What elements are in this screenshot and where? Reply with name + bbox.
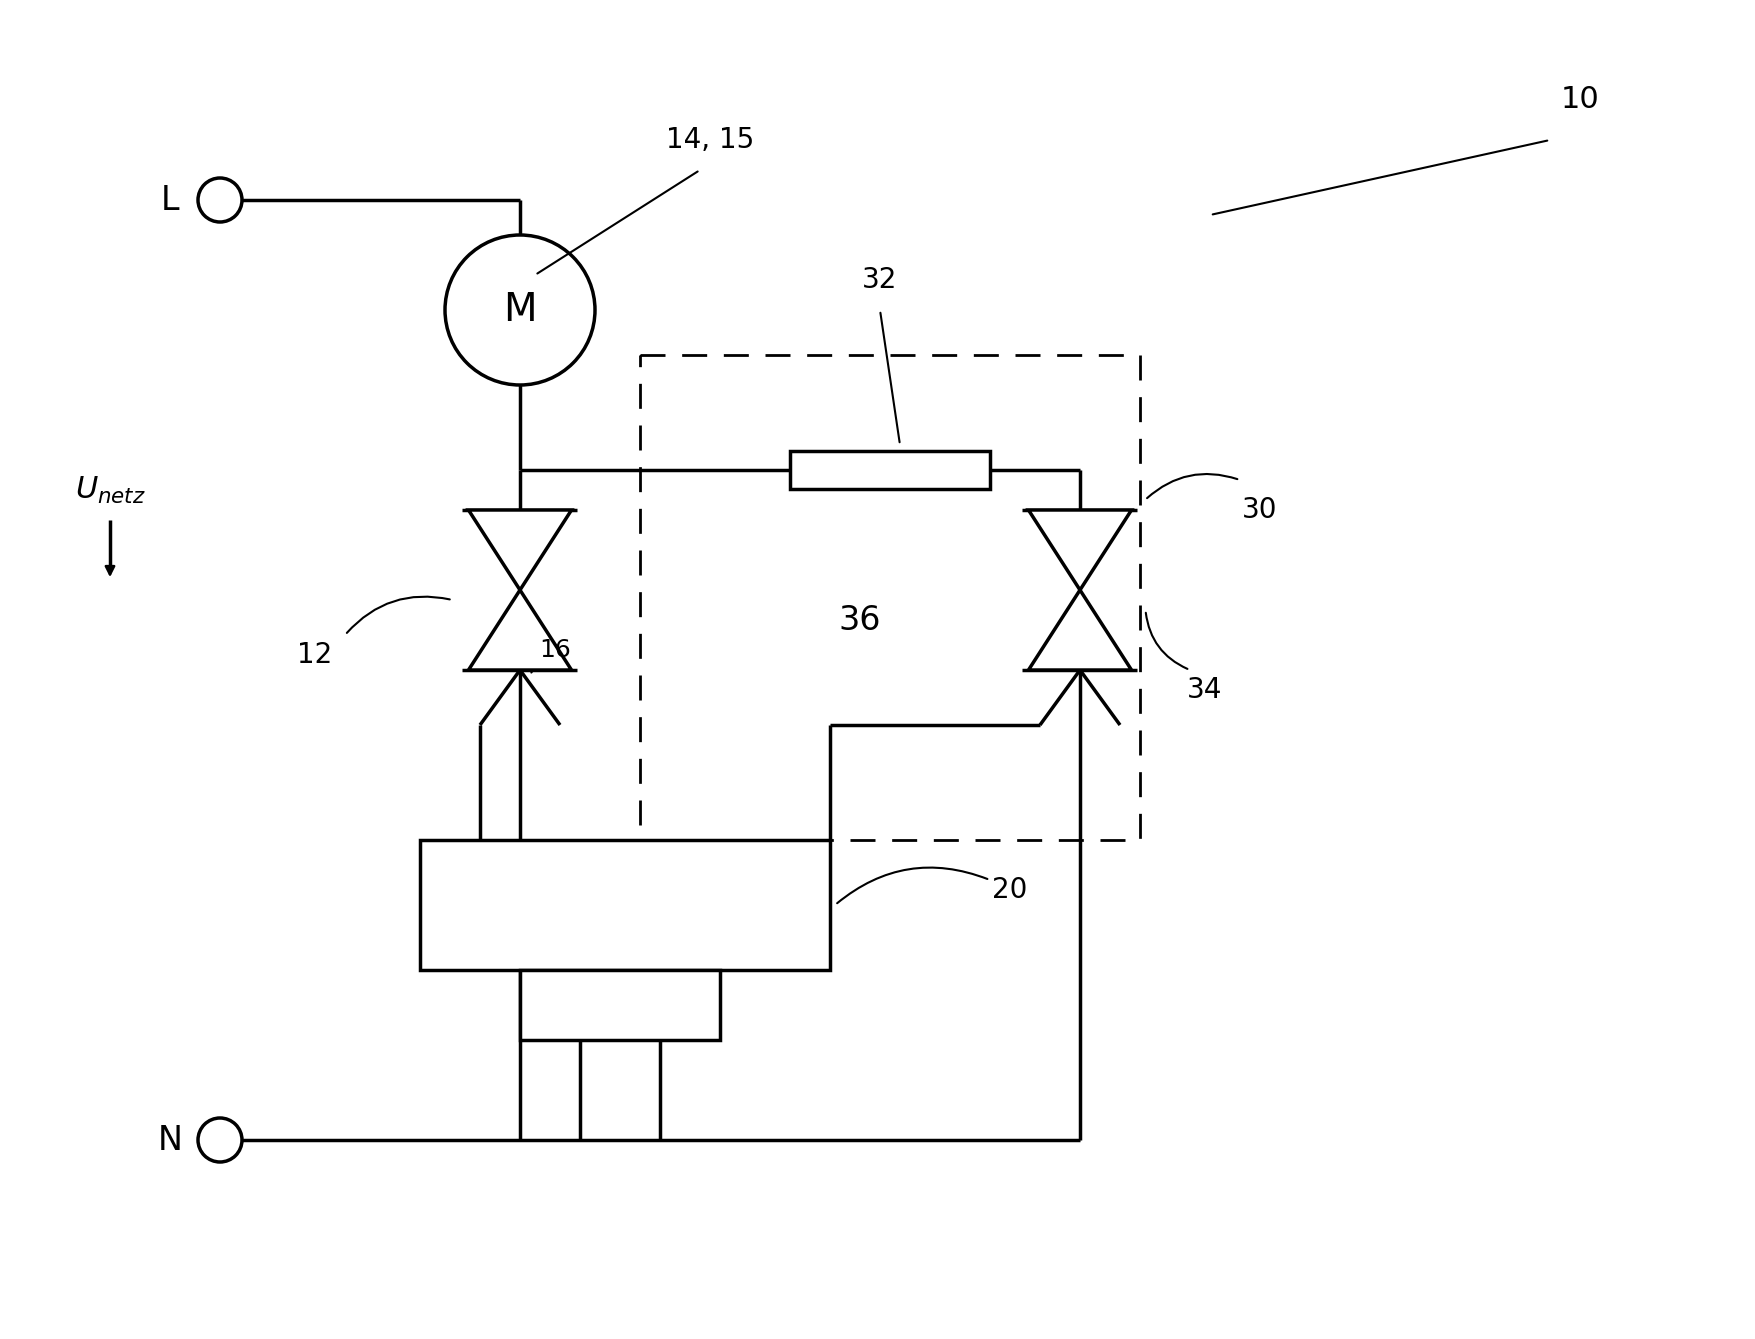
Text: $U_{netz}$: $U_{netz}$	[74, 474, 146, 506]
Circle shape	[198, 178, 242, 222]
Bar	[419, 840, 830, 969]
Polygon shape	[469, 510, 572, 590]
Text: 32: 32	[862, 266, 899, 295]
Circle shape	[198, 1118, 242, 1162]
Bar	[790, 451, 990, 489]
Text: L: L	[161, 183, 179, 217]
Text: 14, 15: 14, 15	[665, 126, 755, 154]
Polygon shape	[1028, 510, 1132, 590]
Text: 12: 12	[297, 641, 333, 670]
Text: 10: 10	[1560, 86, 1599, 115]
Circle shape	[446, 236, 595, 386]
Text: 16: 16	[539, 637, 570, 661]
Text: 36: 36	[839, 604, 881, 636]
Text: 30: 30	[1243, 495, 1278, 524]
Text: 20: 20	[992, 876, 1028, 904]
Text: 34: 34	[1188, 676, 1223, 704]
Polygon shape	[469, 590, 572, 670]
Text: N: N	[158, 1123, 183, 1157]
Bar	[519, 969, 720, 1040]
Polygon shape	[1028, 590, 1132, 670]
Text: M: M	[504, 291, 537, 329]
